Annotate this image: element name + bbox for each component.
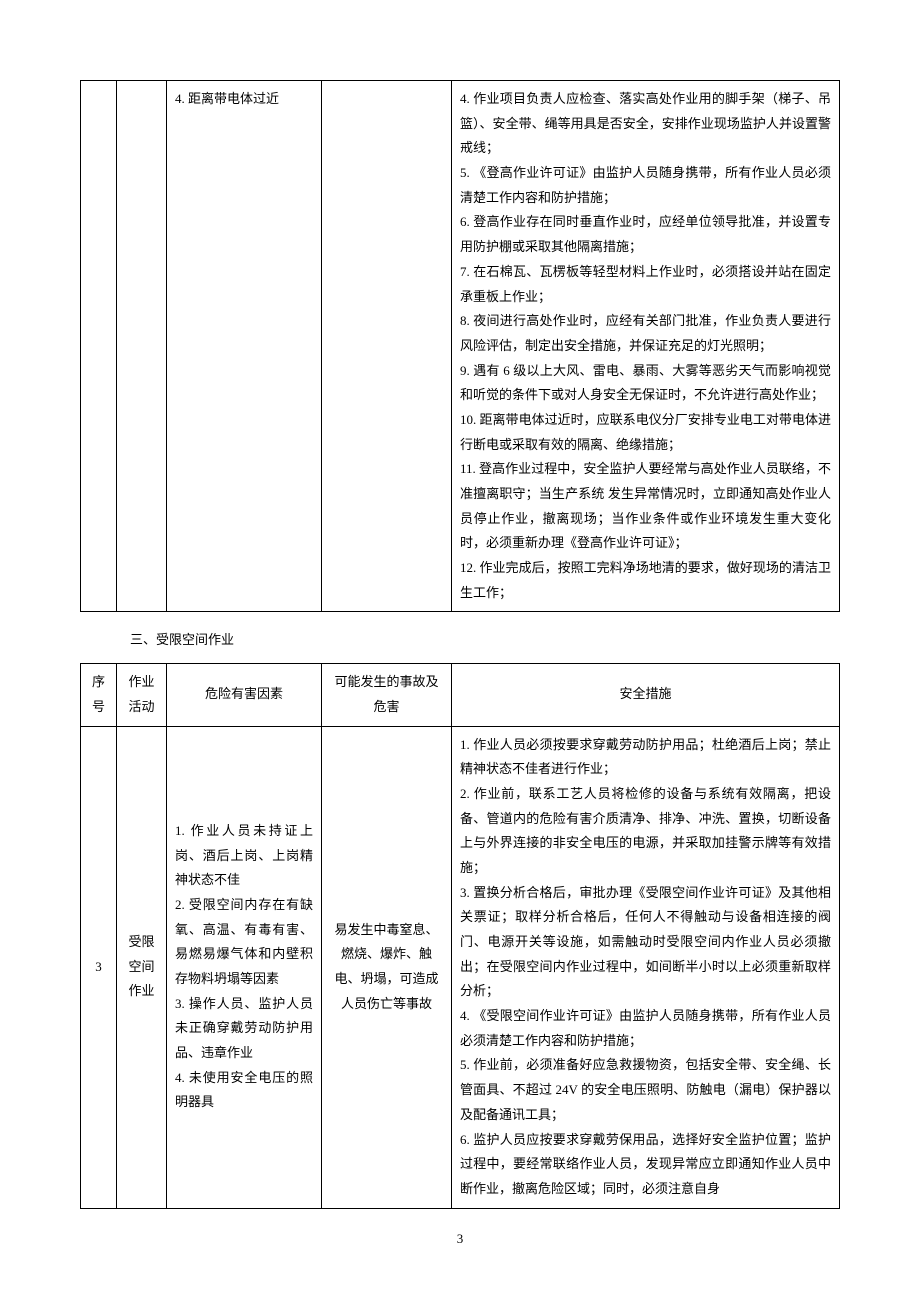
cell-accident — [322, 81, 452, 612]
measure-item: 3. 置换分析合格后，审批办理《受限空间作业许可证》及其他相关票证；取样分析合格… — [460, 881, 831, 1004]
hazard-item: 2. 受限空间内存在有缺氧、高温、有毒有害、易燃易爆气体和内壁积存物料坍塌等因素 — [175, 893, 313, 992]
header-seq: 序号 — [81, 664, 117, 726]
cell-hazard: 1. 作业人员未持证上岗、酒后上岗、上岗精神状态不佳 2. 受限空间内存在有缺氧… — [167, 726, 322, 1208]
table-confined-space: 序号 作业活动 危险有害因素 可能发生的事故及危害 安全措施 3 受限空间作业 … — [80, 663, 840, 1208]
measure-item: 4. 作业项目负责人应检查、落实高处作业用的脚手架（梯子、吊篮）、安全带、绳等用… — [460, 87, 831, 161]
hazard-item: 4. 未使用安全电压的照明器具 — [175, 1066, 313, 1115]
measure-item: 9. 遇有 6 级以上大风、雷电、暴雨、大雾等恶劣天气而影响视觉和听觉的条件下或… — [460, 359, 831, 408]
hazard-item: 1. 作业人员未持证上岗、酒后上岗、上岗精神状态不佳 — [175, 819, 313, 893]
measure-item: 6. 登高作业存在同时垂直作业时，应经单位领导批准，并设置专用防护棚或采取其他隔… — [460, 210, 831, 259]
cell-seq — [81, 81, 117, 612]
table-header-row: 序号 作业活动 危险有害因素 可能发生的事故及危害 安全措施 — [81, 664, 840, 726]
measure-item: 4. 《受限空间作业许可证》由监护人员随身携带，所有作业人员必须清楚工作内容和防… — [460, 1004, 831, 1053]
measure-item: 5. 作业前，必须准备好应急救援物资，包括安全带、安全绳、长管面具、不超过 24… — [460, 1053, 831, 1127]
cell-accident: 易发生中毒窒息、燃烧、爆炸、触电、坍塌，可造成人员伤亡等事故 — [322, 726, 452, 1208]
table-high-altitude-continuation: 4. 距离带电体过近 4. 作业项目负责人应检查、落实高处作业用的脚手架（梯子、… — [80, 80, 840, 612]
measure-item: 11. 登高作业过程中，安全监护人要经常与高处作业人员联络，不准擅离职守；当生产… — [460, 457, 831, 556]
measure-item: 5. 《登高作业许可证》由监护人员随身携带，所有作业人员必须清楚工作内容和防护措… — [460, 161, 831, 210]
header-activity: 作业活动 — [117, 664, 167, 726]
measure-item: 6. 监护人员应按要求穿戴劳保用品，选择好安全监护位置；监护过程中，要经常联络作… — [460, 1128, 831, 1202]
hazard-item: 3. 操作人员、监护人员未正确穿戴劳动防护用品、违章作业 — [175, 992, 313, 1066]
measure-item: 12. 作业完成后，按照工完料净场地清的要求，做好现场的清洁卫生工作； — [460, 556, 831, 605]
measure-item: 10. 距离带电体过近时，应联系电仪分厂安排专业电工对带电体进行断电或采取有效的… — [460, 408, 831, 457]
header-hazard: 危险有害因素 — [167, 664, 322, 726]
header-accident: 可能发生的事故及危害 — [322, 664, 452, 726]
measure-item: 8. 夜间进行高处作业时，应经有关部门批准，作业负责人要进行风险评估，制定出安全… — [460, 309, 831, 358]
section-heading-confined-space: 三、受限空间作业 — [130, 628, 840, 653]
cell-activity — [117, 81, 167, 612]
measure-item: 1. 作业人员必须按要求穿戴劳动防护用品；杜绝酒后上岗；禁止精神状态不佳者进行作… — [460, 733, 831, 782]
page-number: 3 — [80, 1227, 840, 1252]
table-row: 3 受限空间作业 1. 作业人员未持证上岗、酒后上岗、上岗精神状态不佳 2. 受… — [81, 726, 840, 1208]
hazard-text: 4. 距离带电体过近 — [175, 91, 279, 106]
cell-activity: 受限空间作业 — [117, 726, 167, 1208]
cell-measures: 4. 作业项目负责人应检查、落实高处作业用的脚手架（梯子、吊篮）、安全带、绳等用… — [452, 81, 840, 612]
cell-hazard: 4. 距离带电体过近 — [167, 81, 322, 612]
measure-item: 7. 在石棉瓦、瓦楞板等轻型材料上作业时，必须搭设并站在固定承重板上作业； — [460, 260, 831, 309]
header-measure: 安全措施 — [452, 664, 840, 726]
cell-measures: 1. 作业人员必须按要求穿戴劳动防护用品；杜绝酒后上岗；禁止精神状态不佳者进行作… — [452, 726, 840, 1208]
measure-item: 2. 作业前，联系工艺人员将检修的设备与系统有效隔离，把设备、管道内的危险有害介… — [460, 782, 831, 881]
cell-seq: 3 — [81, 726, 117, 1208]
table-row: 4. 距离带电体过近 4. 作业项目负责人应检查、落实高处作业用的脚手架（梯子、… — [81, 81, 840, 612]
